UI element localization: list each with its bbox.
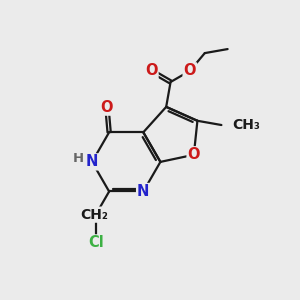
Text: N: N [86, 154, 98, 169]
Text: CH₃: CH₃ [233, 118, 261, 132]
Text: O: O [188, 147, 200, 162]
Text: CH₂: CH₂ [80, 208, 108, 222]
Text: Cl: Cl [88, 236, 103, 250]
Text: O: O [101, 100, 113, 115]
Text: O: O [184, 63, 196, 78]
Text: N: N [137, 184, 149, 199]
Text: O: O [145, 63, 158, 78]
Text: H: H [73, 152, 84, 165]
